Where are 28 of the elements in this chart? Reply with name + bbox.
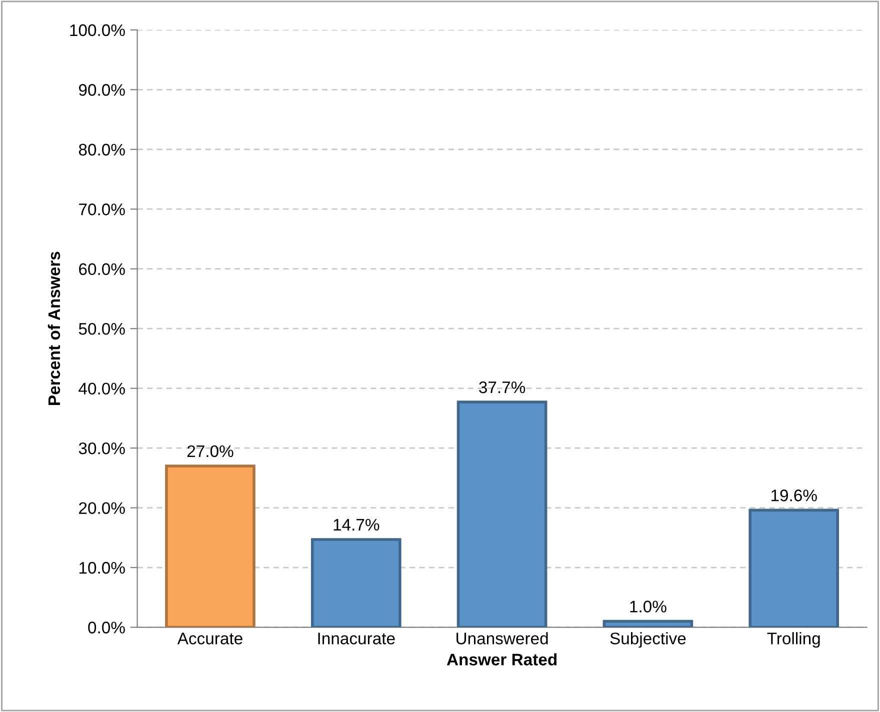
x-tick-label: Innacurate [318, 632, 395, 644]
y-tick-label: 10.0% [79, 562, 125, 574]
y-tick-label: 30.0% [78, 442, 125, 454]
bar [456, 400, 548, 628]
data-label: 1.0% [630, 600, 666, 612]
y-tick-label: 20.0% [79, 502, 125, 514]
data-label: 37.7% [479, 381, 526, 394]
y-tick-label: 0.0% [88, 622, 125, 634]
bar [310, 538, 402, 628]
x-tick-label: Unanswered [456, 632, 548, 644]
bar [602, 620, 694, 628]
data-label: 14.7% [334, 518, 380, 531]
x-tick-label: Subjective [610, 632, 686, 648]
data-label: 19.6% [771, 490, 817, 502]
y-tick-label: 80.0% [78, 144, 125, 156]
y-tick-label: 70.0% [79, 204, 125, 216]
x-axis-title: Answer Rated [446, 653, 557, 666]
x-tick-label: Trolling [767, 632, 820, 648]
y-tick-label: 60.0% [79, 263, 125, 276]
y-tick-label: 40.0% [78, 382, 125, 395]
y-tick-label: 50.0% [78, 322, 125, 335]
x-tick-label: Accurate [177, 632, 242, 644]
y-axis-title: Percent of Answers [48, 252, 60, 405]
data-label: 27.0% [187, 445, 234, 458]
bar [165, 464, 256, 628]
y-tick-label: 90.0% [79, 84, 125, 96]
bar [748, 508, 840, 628]
y-tick-label: 100.0% [70, 24, 125, 36]
